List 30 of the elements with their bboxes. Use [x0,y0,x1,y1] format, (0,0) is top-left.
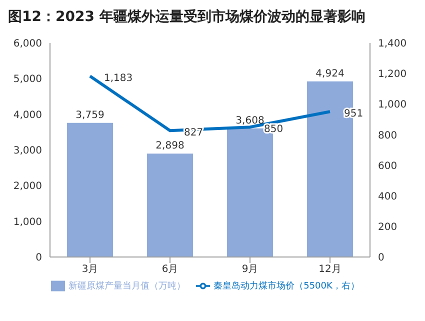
data-label: 850 [264,124,284,135]
y-tick-label: 1,000 [13,216,42,228]
x-tick-label: 6月 [162,264,178,276]
data-label: 3,608 [236,115,264,126]
legend-label: 新疆原煤产量当月值（万吨） [68,281,186,292]
y-tick-label: 2,000 [13,181,42,192]
y2-tick-label: 1,200 [378,69,407,80]
data-label: 2,898 [156,140,184,152]
y-tick-label: 5,000 [13,74,42,86]
legend-label: 秦皇岛动力煤市场价（5500K，右） [214,281,360,292]
y-tick-label: 6,000 [13,38,42,50]
y-tick-label: 4,000 [13,110,42,121]
y2-tick-label: 400 [378,191,398,202]
y2-tick-label: 1,000 [378,100,407,111]
y2-tick-label: 0 [378,252,384,264]
data-label: 4,924 [316,68,344,80]
x-tick-label: 9月 [242,264,258,276]
bar [147,154,193,257]
x-tick-label: 3月 [82,264,98,276]
y2-tick-label: 600 [378,160,398,172]
chart-title: 图12：2023 年疆煤外运量受到市场煤价波动的显著影响 [8,8,366,27]
y2-tick-label: 1,400 [378,38,407,50]
data-label: 1,183 [104,72,133,84]
y2-tick-label: 200 [378,222,398,233]
y2-tick-label: 800 [378,130,398,142]
y-tick-label: 0 [36,252,42,264]
data-label: 3,759 [76,110,104,121]
bar [67,122,113,257]
y-tick-label: 3,000 [13,146,42,157]
x-tick-label: 12月 [318,264,342,276]
